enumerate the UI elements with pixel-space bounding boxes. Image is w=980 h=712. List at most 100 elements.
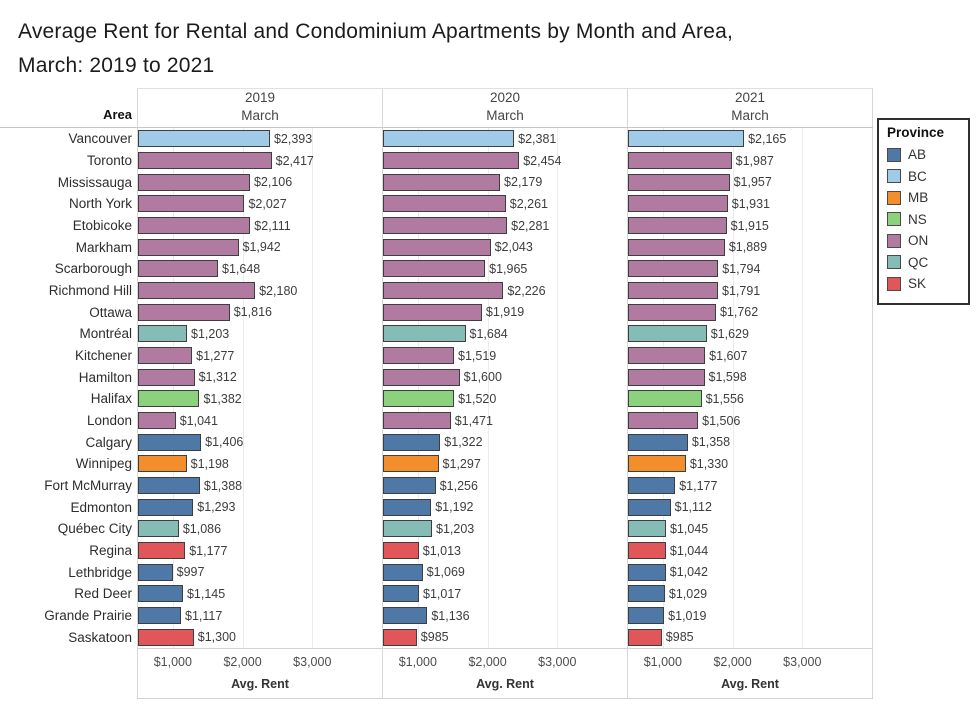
legend-entry-ab[interactable]: AB <box>887 144 960 166</box>
bar-markham[interactable] <box>383 238 491 256</box>
bar-edmonton[interactable] <box>138 498 194 516</box>
bar-north-york[interactable] <box>628 195 728 213</box>
legend-entries: AB BC MB NS ON QC SK <box>887 144 960 295</box>
bar-regina[interactable] <box>138 542 186 560</box>
bar-london[interactable] <box>383 412 451 430</box>
bar-grande-prairie[interactable] <box>383 607 428 625</box>
bar-value-label: $2,261 <box>509 196 548 211</box>
bar-québec-city[interactable] <box>628 520 666 538</box>
bar-row: $1,382 <box>138 388 382 410</box>
bar-vancouver[interactable] <box>138 130 270 148</box>
bar-etobicoke[interactable] <box>138 217 251 235</box>
bar-edmonton[interactable] <box>628 498 671 516</box>
bar-montréal[interactable] <box>138 325 187 343</box>
bar-winnipeg[interactable] <box>383 455 439 473</box>
bar-kitchener[interactable] <box>138 347 193 365</box>
legend-entry-sk[interactable]: SK <box>887 273 960 295</box>
bar-row: $2,043 <box>383 236 627 258</box>
legend-entry-qc[interactable]: QC <box>887 252 960 274</box>
bar-scarborough[interactable] <box>383 260 486 278</box>
bar-ottawa[interactable] <box>138 303 230 321</box>
bar-calgary[interactable] <box>628 433 688 451</box>
bar-edmonton[interactable] <box>383 498 432 516</box>
bar-richmond-hill[interactable] <box>628 282 718 300</box>
bar-north-york[interactable] <box>383 195 506 213</box>
bar-row: $1,629 <box>628 323 872 345</box>
bar-kitchener[interactable] <box>628 347 706 365</box>
bar-toronto[interactable] <box>383 152 520 169</box>
bar-fort-mcmurray[interactable] <box>628 477 676 495</box>
bar-mississauga[interactable] <box>383 173 501 191</box>
bar-hamilton[interactable] <box>628 368 705 386</box>
bar-row: $1,293 <box>138 496 382 518</box>
bar-value-label: $1,965 <box>489 261 528 276</box>
bar-markham[interactable] <box>628 238 725 256</box>
bar-mississauga[interactable] <box>628 173 730 191</box>
bar-markham[interactable] <box>138 238 239 256</box>
legend-entry-on[interactable]: ON <box>887 230 960 252</box>
bar-saskatoon[interactable] <box>383 628 417 646</box>
bar-vancouver[interactable] <box>628 130 745 148</box>
legend-entry-mb[interactable]: MB <box>887 187 960 209</box>
bar-saskatoon[interactable] <box>138 628 194 646</box>
bar-value-label: $1,203 <box>191 326 230 341</box>
legend-entry-bc[interactable]: BC <box>887 166 960 188</box>
bar-row: $1,684 <box>383 323 627 345</box>
bar-québec-city[interactable] <box>383 520 432 538</box>
bar-london[interactable] <box>138 412 176 430</box>
bar-row: $2,393 <box>138 128 382 150</box>
bar-halifax[interactable] <box>138 390 200 408</box>
bar-halifax[interactable] <box>628 390 702 408</box>
header-bottom-rule <box>0 127 873 128</box>
bar-lethbridge[interactable] <box>383 563 423 581</box>
bar-vancouver[interactable] <box>383 130 515 148</box>
bar-saskatoon[interactable] <box>628 628 662 646</box>
bar-grande-prairie[interactable] <box>138 607 181 625</box>
bar-montréal[interactable] <box>628 325 707 343</box>
bar-regina[interactable] <box>628 542 666 560</box>
bar-kitchener[interactable] <box>383 347 455 365</box>
bar-red-deer[interactable] <box>138 585 183 603</box>
bar-row: $1,044 <box>628 540 872 562</box>
bar-richmond-hill[interactable] <box>138 282 256 300</box>
bar-row: $2,226 <box>383 280 627 302</box>
bar-mississauga[interactable] <box>138 173 250 191</box>
area-label: Vancouver <box>68 131 132 147</box>
bar-lethbridge[interactable] <box>138 563 173 581</box>
panel-month-label: March <box>731 108 769 123</box>
bar-fort-mcmurray[interactable] <box>383 477 436 495</box>
bar-montréal[interactable] <box>383 325 466 343</box>
bar-row: $2,180 <box>138 280 382 302</box>
bar-red-deer[interactable] <box>628 585 665 603</box>
bar-red-deer[interactable] <box>383 585 420 603</box>
bar-panel-2019: $2,393 $2,417 $2,106 $2,027 $2,111 $1,942 $1,6… <box>137 128 382 648</box>
bar-fort-mcmurray[interactable] <box>138 477 200 495</box>
bar-london[interactable] <box>628 412 699 430</box>
bar-richmond-hill[interactable] <box>383 282 504 300</box>
bar-etobicoke[interactable] <box>628 217 727 235</box>
bar-value-label: $1,177 <box>679 478 718 493</box>
bar-regina[interactable] <box>383 542 419 560</box>
bar-scarborough[interactable] <box>628 260 719 278</box>
bar-winnipeg[interactable] <box>628 455 686 473</box>
legend-entry-ns[interactable]: NS <box>887 209 960 231</box>
bar-value-label: $1,889 <box>728 240 768 255</box>
bar-toronto[interactable] <box>628 152 732 169</box>
bar-toronto[interactable] <box>138 152 272 169</box>
bar-hamilton[interactable] <box>383 368 460 386</box>
bar-calgary[interactable] <box>383 433 441 451</box>
bar-ottawa[interactable] <box>383 303 482 321</box>
bar-grande-prairie[interactable] <box>628 607 665 625</box>
bar-row: $997 <box>138 561 382 583</box>
bar-ottawa[interactable] <box>628 303 716 321</box>
bar-winnipeg[interactable] <box>138 455 187 473</box>
legend-swatch <box>887 255 901 270</box>
bar-halifax[interactable] <box>383 390 455 408</box>
bar-etobicoke[interactable] <box>383 217 508 235</box>
bar-scarborough[interactable] <box>138 260 219 278</box>
bar-québec-city[interactable] <box>138 520 179 538</box>
bar-lethbridge[interactable] <box>628 563 666 581</box>
bar-hamilton[interactable] <box>138 368 195 386</box>
bar-calgary[interactable] <box>138 433 202 451</box>
bar-north-york[interactable] <box>138 195 245 213</box>
